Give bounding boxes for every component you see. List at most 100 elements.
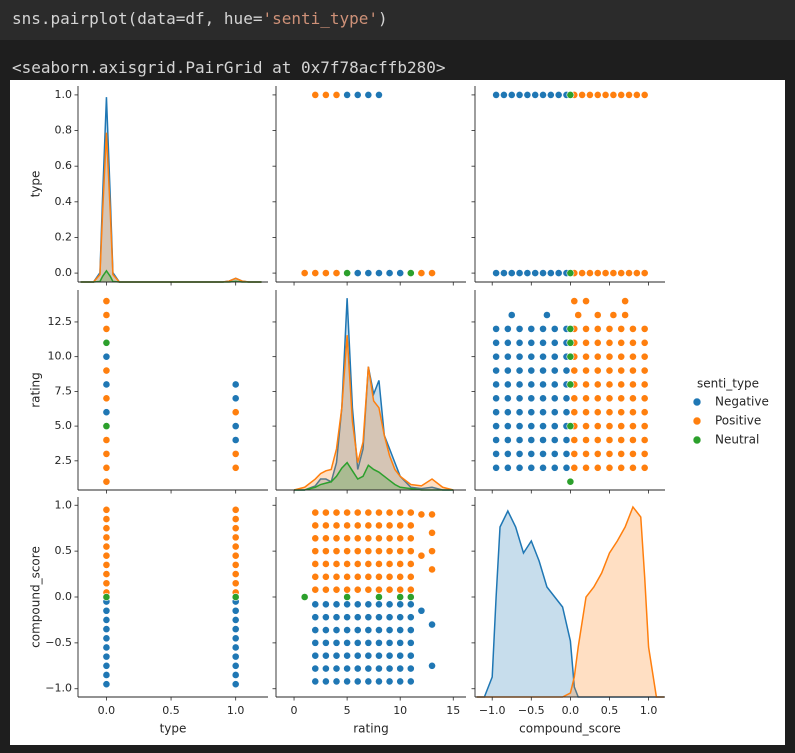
x-axis-label: rating — [353, 722, 389, 736]
scatter-point — [332, 269, 341, 277]
scatter-point — [231, 551, 240, 560]
scatter-point — [406, 593, 415, 601]
x-tick-label: −1.0 — [479, 704, 506, 717]
scatter-point — [554, 269, 563, 277]
scatter-point — [231, 643, 240, 652]
scatter-point — [231, 616, 240, 624]
scatter-point — [332, 664, 341, 673]
scatter-point — [515, 408, 524, 417]
scatter-point — [617, 394, 626, 403]
scatter-point — [629, 449, 637, 458]
scatter-point — [570, 408, 579, 417]
code-cell[interactable]: sns.pairplot(data=df, hue='senti_type') — [0, 0, 795, 40]
scatter-point — [621, 311, 630, 319]
scatter-point — [632, 91, 641, 99]
scatter-point — [396, 677, 405, 686]
scatter-point — [231, 524, 240, 533]
scatter-point — [396, 560, 405, 568]
scatter-point — [492, 366, 501, 375]
scatter-point — [605, 449, 614, 458]
scatter-point — [640, 422, 649, 431]
scatter-point — [311, 521, 320, 530]
scatter-point — [617, 366, 626, 375]
scatter-point — [574, 311, 583, 319]
scatter-point — [396, 508, 405, 517]
scatter-point — [332, 613, 341, 622]
scatter-point — [102, 579, 111, 588]
scatter-point — [550, 422, 559, 431]
scatter-point — [578, 91, 587, 99]
x-tick-label: 0.0 — [562, 704, 580, 717]
scatter-point — [353, 651, 362, 660]
scatter-point — [593, 408, 602, 417]
scatter-point — [396, 585, 405, 594]
scatter-point — [321, 664, 330, 673]
y-axis-label: type — [29, 171, 43, 198]
scatter-point — [375, 677, 383, 686]
scatter-point — [640, 338, 649, 347]
scatter-point — [332, 677, 341, 686]
scatter-point — [629, 352, 637, 361]
scatter-point — [527, 449, 536, 458]
scatter-point — [566, 324, 575, 333]
scatter-point — [385, 677, 394, 686]
scatter-point — [385, 585, 394, 594]
scatter-point — [503, 366, 512, 375]
scatter-point — [102, 542, 111, 551]
scatter-point — [593, 269, 602, 277]
scatter-point — [102, 338, 111, 347]
scatter-point — [102, 671, 111, 679]
x-tick-label: 0 — [291, 704, 298, 717]
scatter-point — [428, 620, 436, 629]
scatter-point — [385, 560, 394, 568]
scatter-point — [311, 91, 320, 99]
scatter-point — [562, 366, 571, 375]
scatter-point — [617, 324, 626, 333]
scatter-point — [562, 449, 571, 458]
scatter-point — [375, 508, 383, 517]
scatter-point — [570, 463, 579, 472]
scatter-point — [593, 380, 602, 389]
scatter-point — [550, 380, 559, 389]
scatter-point — [582, 338, 590, 347]
scatter-point — [546, 269, 555, 277]
scatter-point — [492, 449, 501, 458]
scatter-point — [406, 638, 415, 647]
scatter-point — [321, 508, 330, 517]
scatter-point — [385, 600, 394, 609]
scatter-point — [375, 547, 383, 556]
scatter-point — [311, 547, 320, 556]
scatter-point — [617, 408, 626, 417]
scatter-point — [428, 528, 436, 537]
scatter-point — [570, 366, 579, 375]
scatter-point — [385, 664, 394, 673]
code-string: 'senti_type' — [262, 9, 379, 28]
scatter-point — [629, 394, 637, 403]
scatter-point — [311, 585, 320, 594]
scatter-point — [570, 449, 579, 458]
scatter-point — [527, 463, 536, 472]
scatter-point — [102, 380, 111, 389]
y-tick-label: 0.2 — [55, 230, 73, 243]
scatter-point — [364, 664, 373, 673]
x-tick-label: 1.0 — [640, 704, 658, 717]
scatter-point — [570, 436, 579, 444]
scatter-point — [102, 422, 111, 431]
scatter-point — [321, 91, 330, 99]
scatter-point — [321, 626, 330, 634]
scatter-point — [375, 521, 383, 530]
scatter-point — [364, 638, 373, 647]
y-tick-label: 7.5 — [55, 384, 73, 397]
scatter-point — [617, 269, 626, 277]
x-tick-label: 0.5 — [601, 704, 619, 717]
x-tick-label: 10 — [393, 704, 407, 717]
scatter-point — [531, 269, 540, 277]
scatter-point — [523, 91, 532, 99]
scatter-point — [617, 422, 626, 431]
scatter-point — [593, 352, 602, 361]
scatter-point — [593, 394, 602, 403]
scatter-point — [311, 508, 320, 517]
scatter-point — [321, 560, 330, 568]
scatter-point — [231, 394, 240, 403]
scatter-point — [566, 338, 575, 347]
